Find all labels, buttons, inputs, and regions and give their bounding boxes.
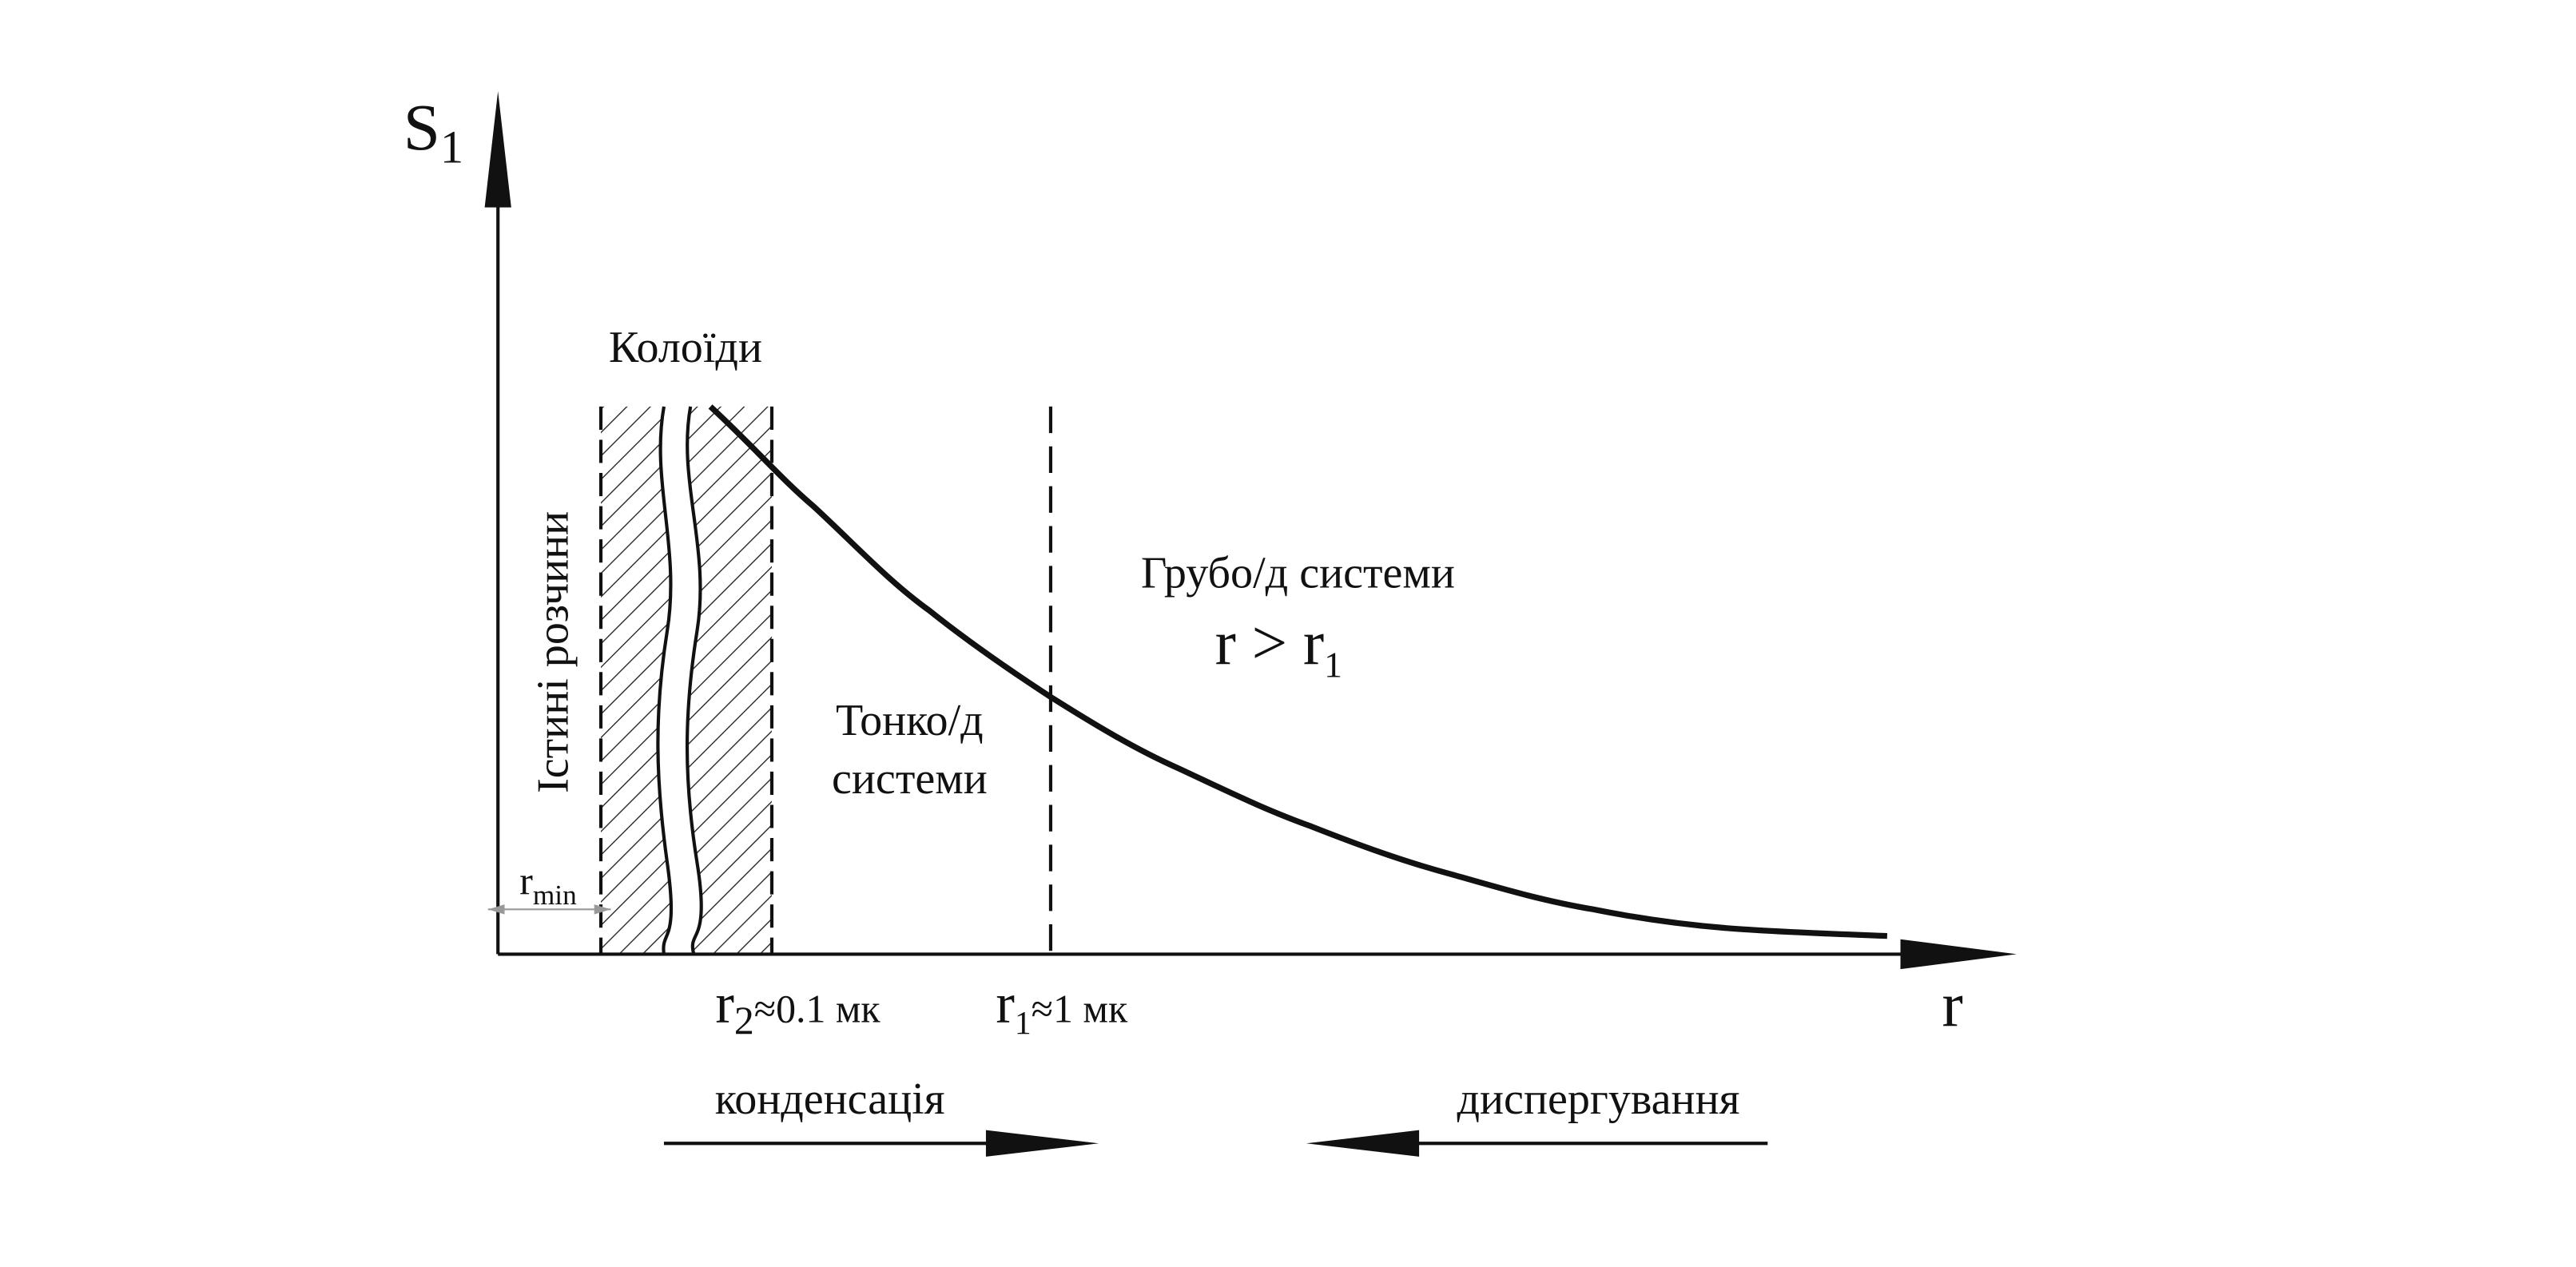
x-axis-label: r [1942,971,1962,1040]
r2-rest: ≈0.1 мк [754,987,881,1031]
rmin-label: rmin [519,860,577,911]
rmin-base: r [519,860,533,904]
r1-base: r [996,973,1015,1035]
condensation-label: конденсація [715,1074,945,1124]
coarse-condition: r > r1 [1215,609,1342,685]
fine-label: системи [832,754,988,804]
r1-label: r1≈1 мк [996,973,1128,1042]
y-axis-label-base: S [403,90,440,164]
r2-base: r [715,973,734,1035]
hatch-band [687,406,772,955]
colloids-label: Колоїди [609,323,762,372]
r2-sub: 2 [734,999,754,1043]
coarse-label: Грубо/д системи [1141,548,1455,598]
dispersion-arrowhead [1306,1130,1420,1157]
condition-sub: 1 [1324,645,1342,685]
rmin-arrowhead [594,904,611,915]
true-solutions-label: Істині розчини [528,511,578,793]
curve [708,404,1888,939]
wavy-line [685,406,703,955]
y-axis-label: S1 [403,90,463,173]
condensation-arrowhead [985,1130,1099,1157]
hatch-band [601,406,672,955]
y-axis-label-sub: 1 [440,121,463,173]
r2-label: r2≈0.1 мк [715,973,881,1043]
r1-sub: 1 [1015,1004,1032,1041]
r1-rest: ≈1 мк [1032,987,1128,1031]
rmin-arrowhead [487,904,505,915]
rmin-sub: min [533,880,577,911]
condition-base: r > r [1215,609,1325,678]
fine-label: Тонко/д [836,696,984,745]
wavy-line [656,406,674,955]
y-axis-arrow [484,91,511,208]
x-axis-arrow [1900,939,2017,970]
dispersion-label: диспергування [1457,1074,1740,1124]
